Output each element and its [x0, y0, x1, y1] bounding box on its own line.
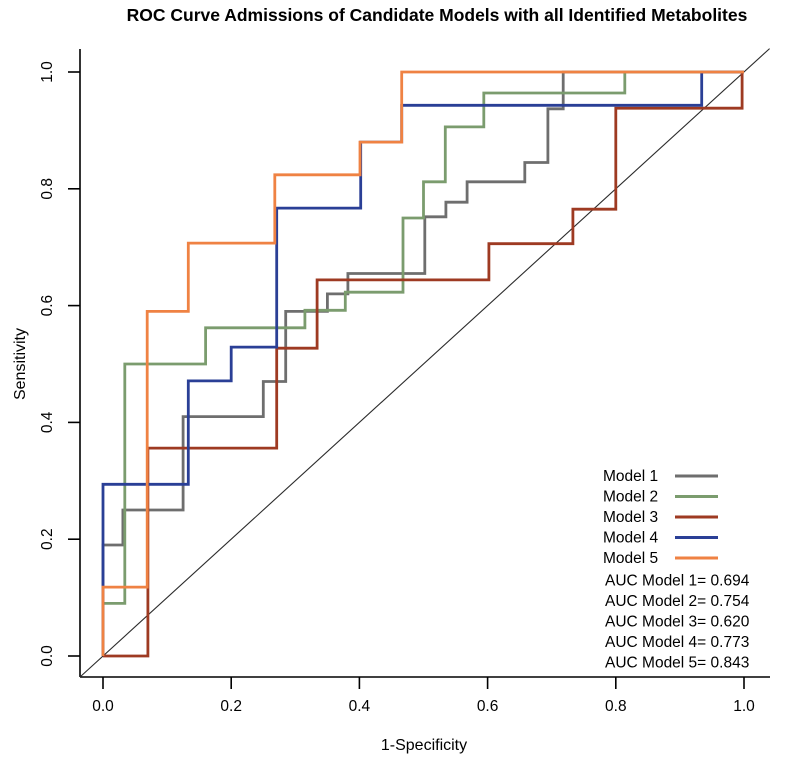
roc-curve-model-1 [101, 70, 744, 656]
x-tick-label: 0.4 [349, 698, 371, 715]
legend-model-3-label: Model 3 [603, 509, 658, 526]
axes: 0.0 0.2 0.4 0.6 0.8 1.0 0.0 0.2 0.4 0.6 0.8 1.0 [39, 49, 770, 715]
x-tick-label: 0.2 [220, 698, 242, 715]
legend-auc-model-3: AUC Model 3= 0.620 [605, 614, 750, 631]
chart-title: ROC Curve Admissions of Candidate Models… [127, 5, 748, 25]
y-tick-label: 0.4 [39, 411, 56, 433]
y-axis-label: Sensitivity [12, 328, 29, 400]
x-tick-label: 0.0 [92, 698, 114, 715]
y-tick-label: 0.8 [39, 178, 56, 200]
legend-auc-model-5: AUC Model 5= 0.843 [605, 655, 749, 672]
y-tick-label: 0.6 [39, 295, 56, 317]
y-tick-label: 1.0 [39, 61, 56, 83]
roc-curve-model-5 [101, 70, 744, 656]
y-tick-label: 0.2 [39, 528, 56, 550]
legend-model-2-label: Model 2 [603, 489, 658, 506]
y-tick-label: 0.0 [39, 645, 56, 667]
x-tick-label: 1.0 [733, 698, 755, 715]
roc-curve-model-3 [103, 70, 744, 658]
roc-curve-model-4 [101, 70, 744, 656]
x-tick-label: 0.6 [477, 698, 499, 715]
legend: Model 1 Model 2 Model 3 Model 4 Model 5 AUC M… [603, 468, 750, 672]
legend-model-4-label: Model 4 [603, 530, 659, 547]
legend-auc-model-4: AUC Model 4= 0.773 [605, 634, 749, 651]
x-tick-label: 0.8 [605, 698, 627, 715]
roc-curves [79, 48, 770, 678]
legend-model-1-label: Model 1 [603, 468, 658, 485]
legend-auc-model-1: AUC Model 1= 0.694 [605, 573, 750, 590]
x-axis-label: 1-Specificity [381, 737, 467, 754]
legend-auc-model-2: AUC Model 2= 0.754 [605, 593, 750, 610]
diagonal-reference-line [79, 48, 770, 678]
legend-model-5-label: Model 5 [603, 550, 658, 567]
